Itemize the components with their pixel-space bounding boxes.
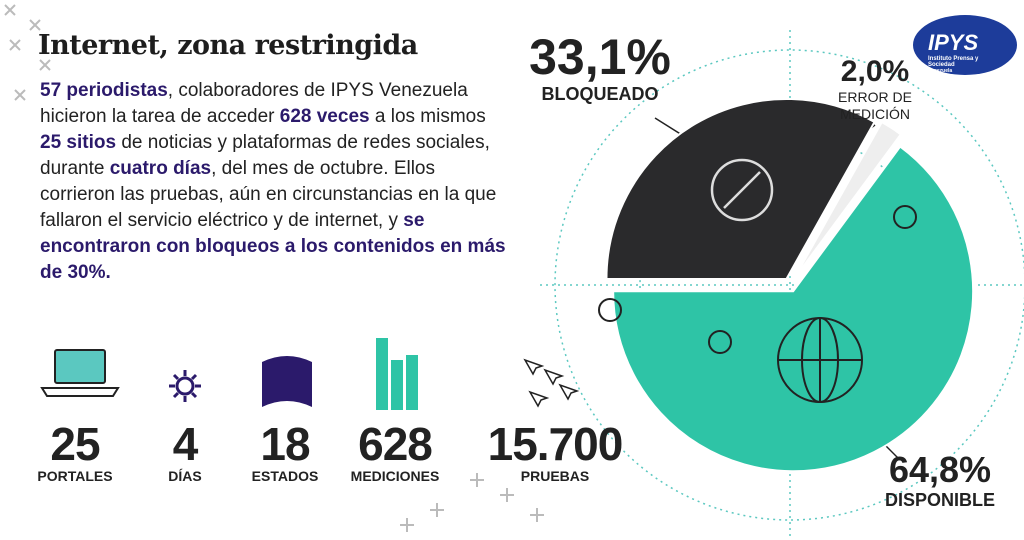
intro-text: 57 periodistas, colaboradores de IPYS Ve…	[40, 78, 510, 286]
stat-number: 628	[358, 418, 433, 470]
pie-value-label: 33,1%	[529, 29, 671, 85]
pie-label: 64,8% DISPONIBLE	[865, 450, 1015, 511]
text: de noticias y plataformas de redes socia…	[40, 132, 490, 179]
pie-slice	[792, 120, 903, 280]
stat: 18 ESTADOS	[210, 420, 360, 484]
pie-value-label: 64,8%	[888, 449, 992, 490]
text: a los mismos	[369, 106, 486, 127]
stat: 628 MEDICIONES	[320, 420, 470, 484]
title: Internet, zona restringida	[38, 30, 418, 61]
stat-label: MEDICIONES	[350, 468, 440, 484]
stat-label: PORTALES	[37, 468, 113, 484]
pie-category-label: ERROR DE MEDICIÓN	[838, 89, 912, 122]
logo-tagline: Instituto Prensa y Sociedad	[928, 56, 979, 68]
text: , del mes de octubre. Ellos corrieron la…	[40, 158, 497, 231]
highlight: 25 sitios	[40, 132, 117, 153]
logo-country: Venezuela	[928, 68, 953, 74]
highlight: cuatro días	[109, 158, 212, 179]
pie-label: 33,1% BLOQUEADO	[520, 30, 680, 105]
pie-value-label: 2,0%	[840, 55, 910, 88]
stat-number: 4	[172, 418, 199, 470]
pie-category-label: DISPONIBLE	[884, 490, 995, 510]
stat: 4 DÍAS	[110, 420, 260, 484]
stat-number: 25	[50, 418, 100, 470]
stat-label: ESTADOS	[251, 468, 319, 484]
stat-label: PRUEBAS	[520, 468, 590, 484]
pie-slice	[612, 145, 975, 473]
highlight: 57 periodistas	[40, 80, 168, 101]
stat: 15.700 PRUEBAS	[480, 420, 630, 484]
stat-number: 15.700	[487, 418, 624, 470]
text: , colaboradores de IPYS Venezuela hicier…	[40, 80, 468, 127]
highlight: 628 veces	[279, 106, 370, 127]
stat: 25 PORTALES	[0, 420, 150, 484]
highlight: se encontraron con bloqueos a los conten…	[40, 210, 506, 283]
logo-name: IPYS	[928, 30, 979, 55]
stat-label: DÍAS	[168, 468, 202, 484]
pie-category-label: BLOQUEADO	[541, 84, 659, 104]
logo: IPYS Instituto Prensa y Sociedad Venezue…	[928, 30, 1003, 74]
pie-label: 2,0% ERROR DE MEDICIÓN	[825, 55, 925, 123]
stat-number: 18	[260, 418, 310, 470]
